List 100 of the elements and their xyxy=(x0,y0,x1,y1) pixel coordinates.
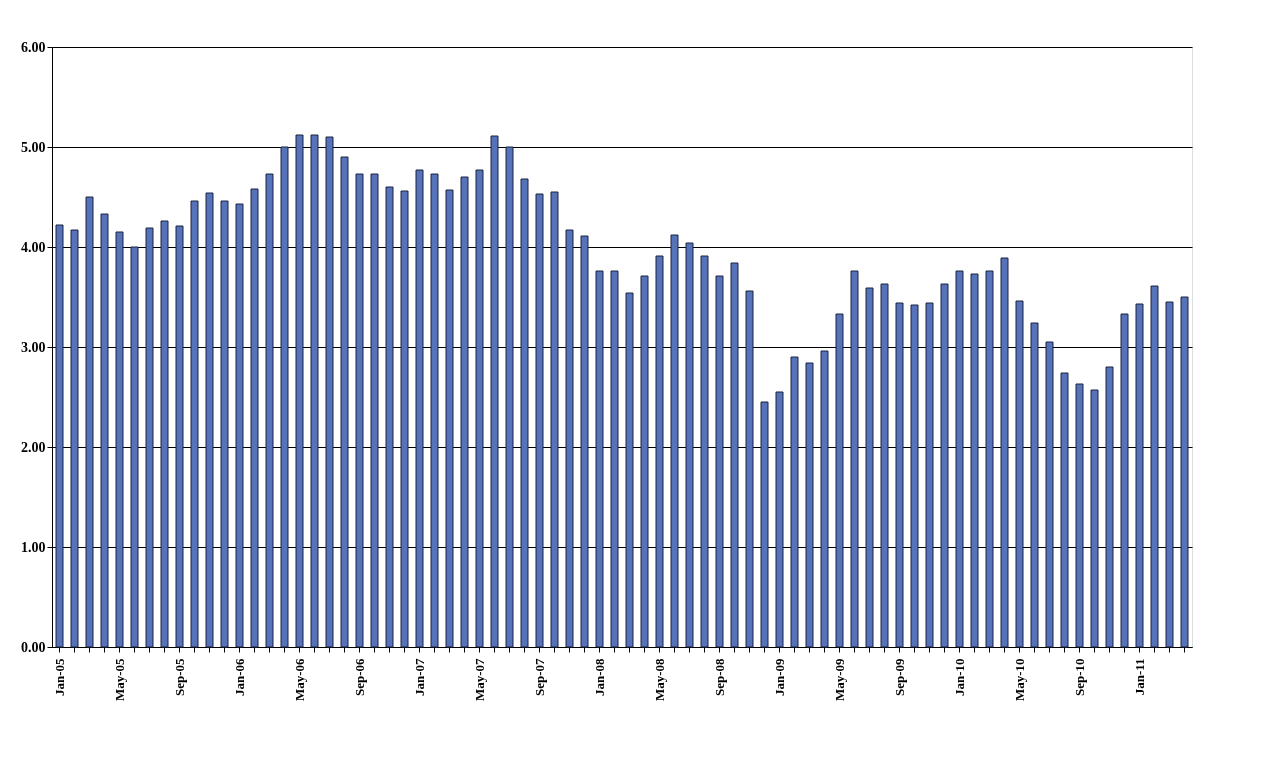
bar xyxy=(580,235,589,648)
x-tick-label: May-05 xyxy=(111,658,127,702)
bar xyxy=(385,186,394,648)
bar xyxy=(310,134,319,648)
x-tick-label: May-09 xyxy=(831,658,847,702)
bar xyxy=(235,203,244,648)
x-tick-label: Sep-08 xyxy=(711,658,727,697)
bar xyxy=(490,135,499,648)
bar xyxy=(1135,303,1144,648)
bar xyxy=(415,169,424,648)
bar xyxy=(205,192,214,648)
x-tick-label: Jan-08 xyxy=(591,658,607,697)
bar xyxy=(715,275,724,648)
bar xyxy=(130,246,139,648)
bar xyxy=(1000,257,1009,648)
bar xyxy=(820,350,829,648)
bar xyxy=(790,356,799,648)
bar xyxy=(730,262,739,648)
x-tick-label: Jan-11 xyxy=(1131,658,1147,696)
bar xyxy=(505,146,514,648)
bar xyxy=(475,169,484,648)
bar xyxy=(55,224,64,648)
bar xyxy=(295,134,304,648)
bar xyxy=(535,193,544,648)
bar xyxy=(325,136,334,648)
bar xyxy=(640,275,649,648)
x-tick-label: May-06 xyxy=(291,658,307,702)
bar xyxy=(1180,296,1189,648)
bar xyxy=(850,270,859,648)
bar xyxy=(610,270,619,648)
bar xyxy=(1150,285,1159,648)
x-tick-label: May-07 xyxy=(471,658,487,702)
x-tick-label: Jan-10 xyxy=(951,658,967,697)
bar xyxy=(1015,300,1024,648)
bar xyxy=(955,270,964,648)
bar xyxy=(220,200,229,648)
bar xyxy=(250,188,259,648)
y-tick-label: 0.00 xyxy=(21,639,46,655)
bar xyxy=(940,283,949,648)
bar xyxy=(520,178,529,648)
bar xyxy=(145,227,154,648)
y-tick-label: 6.00 xyxy=(21,39,46,55)
bar xyxy=(805,362,814,648)
bar xyxy=(1075,383,1084,648)
bar xyxy=(760,401,769,648)
bar xyxy=(100,213,109,648)
bar xyxy=(1090,389,1099,648)
bar xyxy=(775,391,784,648)
bar xyxy=(1060,372,1069,648)
bar xyxy=(655,255,664,648)
x-tick-label: Sep-05 xyxy=(171,658,187,697)
bar xyxy=(670,234,679,648)
x-tick-label: Sep-06 xyxy=(351,658,367,697)
bar xyxy=(595,270,604,648)
bar xyxy=(265,173,274,648)
x-tick-label: Jan-09 xyxy=(771,658,787,697)
bar xyxy=(1105,366,1114,648)
bar xyxy=(370,173,379,648)
x-tick-label: Sep-07 xyxy=(531,658,547,697)
bar xyxy=(1120,313,1129,648)
bar xyxy=(460,176,469,648)
y-tick-label: 1.00 xyxy=(21,539,46,555)
bar xyxy=(895,302,904,648)
bar xyxy=(400,190,409,648)
bar xyxy=(865,287,874,648)
bar xyxy=(445,189,454,648)
bar xyxy=(160,220,169,648)
bar xyxy=(700,255,709,648)
y-tick-label: 2.00 xyxy=(21,439,46,455)
bar xyxy=(1030,322,1039,648)
bar xyxy=(280,146,289,648)
bar xyxy=(550,191,559,648)
bar xyxy=(340,156,349,648)
bar xyxy=(970,273,979,648)
x-tick-label: Jan-05 xyxy=(51,658,67,697)
bar xyxy=(175,225,184,648)
y-tick-label: 4.00 xyxy=(21,239,46,255)
x-tick-label: Sep-09 xyxy=(891,658,907,697)
bar xyxy=(625,292,634,648)
bar xyxy=(190,200,199,648)
x-tick-label: May-08 xyxy=(651,658,667,702)
bar xyxy=(745,290,754,648)
bar xyxy=(85,196,94,648)
y-tick-label: 3.00 xyxy=(21,339,46,355)
bar xyxy=(1045,341,1054,648)
bar xyxy=(430,173,439,648)
y-tick-label: 5.00 xyxy=(21,139,46,155)
bar xyxy=(685,242,694,648)
bar xyxy=(1165,301,1174,648)
bar xyxy=(910,304,919,648)
bar xyxy=(355,173,364,648)
bar xyxy=(70,229,79,648)
bar xyxy=(835,313,844,648)
bar xyxy=(985,270,994,648)
x-tick-label: Jan-07 xyxy=(411,658,427,697)
bar xyxy=(880,283,889,648)
x-tick-label: May-10 xyxy=(1011,658,1027,702)
x-tick-label: Jan-06 xyxy=(231,658,247,697)
x-tick-label: Sep-10 xyxy=(1071,658,1087,697)
bar xyxy=(115,231,124,648)
